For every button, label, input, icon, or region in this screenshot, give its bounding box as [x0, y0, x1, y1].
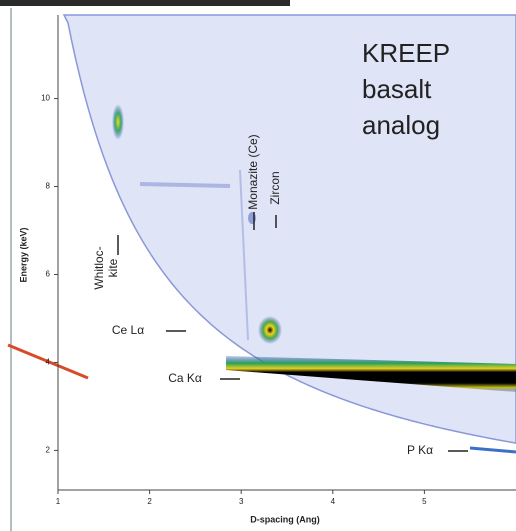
x-tick-label: 1	[56, 497, 61, 506]
annotation: Monazite (Ce)	[246, 134, 260, 209]
faint-band	[139, 182, 231, 188]
p-band	[469, 446, 516, 454]
x-tick-label: 5	[422, 497, 427, 506]
x-tick-label: 2	[147, 497, 152, 506]
annotation: Ca Kα	[168, 371, 202, 385]
x-tick-label: 3	[239, 497, 244, 506]
top-strip	[0, 0, 290, 6]
y-tick-label: 6	[46, 270, 51, 279]
pointer-line	[7, 343, 89, 380]
annotation: P Kα	[407, 443, 433, 457]
y-tick-label: 2	[46, 446, 51, 455]
annotation: kite	[106, 258, 120, 277]
faint-band	[239, 169, 249, 341]
x-tick-label: 4	[331, 497, 336, 506]
scatter-region	[62, 14, 516, 444]
plot: 1 2 3 4 5 2 4 6 8 10 D-spacing (Ang) Energy (keV) KR…	[18, 14, 516, 524]
y-axis-label: Energy (keV)	[18, 227, 28, 282]
annotation: Zircon	[268, 171, 282, 204]
title-line: analog	[362, 110, 440, 140]
faint-spot	[248, 212, 256, 224]
annotation: Whitloc-	[92, 246, 106, 289]
y-tick-label: 4	[46, 358, 51, 367]
y-tick-label: 10	[41, 94, 50, 103]
whitlockite-spot	[112, 104, 124, 140]
ca-band	[226, 356, 516, 392]
title-line: basalt	[362, 74, 432, 104]
zircon-spot	[258, 316, 282, 344]
x-axis-label: D-spacing (Ang)	[250, 514, 320, 524]
y-tick-label: 8	[46, 182, 51, 191]
annotation: Ce Lα	[112, 323, 144, 337]
title-line: KREEP	[362, 38, 450, 68]
